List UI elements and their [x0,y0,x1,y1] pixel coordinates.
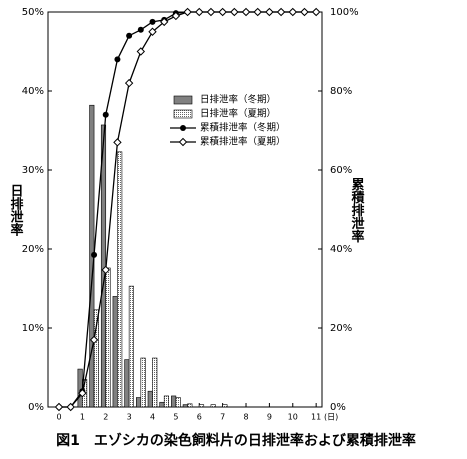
x-tick-label: 0 [56,413,61,422]
x-tick-label: 4 [150,413,155,422]
y-tick-label: 20% [22,244,44,255]
line-marker [54,402,64,412]
x-tick-label: 11 [311,413,321,422]
bar [136,397,142,408]
caption: 図1 エゾシカの染色飼料片の日排泄率および累積排泄率 [56,432,416,449]
bar [159,401,165,408]
y2-tick-label: 0% [330,402,346,413]
bar [171,395,177,408]
y-tick-label: 0% [28,402,44,413]
y-tick-label: 40% [22,86,44,97]
line-marker [78,388,87,398]
bar [187,403,193,408]
y2-tick-label: 80% [330,86,352,97]
y2-axis-label: 累積排泄率 [349,177,366,244]
x-unit: (日) [324,413,338,422]
line-marker [124,78,134,88]
x-tick-label: 8 [243,413,248,422]
bar [222,404,228,408]
y2-tick-label: 60% [330,165,352,176]
line-marker [126,32,133,39]
line-marker [149,18,156,25]
bar [210,404,216,408]
line-marker [148,27,157,36]
bar [182,404,188,408]
bar [112,296,118,408]
legend-swatch [173,95,193,105]
line-marker [91,251,98,258]
legend-marker [180,125,186,131]
line-marker [89,335,99,345]
line-marker [183,7,192,17]
line-marker [195,7,204,17]
x-tick-label: 6 [197,413,202,422]
bar [128,285,134,408]
y-tick-label: 50% [22,7,44,18]
bar [198,404,205,408]
line-marker [66,402,75,412]
bar [175,397,181,408]
x-tick-label: 10 [288,413,298,422]
bar [147,390,153,408]
x-tick-label: 9 [267,413,272,422]
line-marker [206,7,216,17]
legend-swatch [173,109,193,119]
y2-tick-label: 40% [330,244,352,255]
line-marker [136,47,146,56]
line-marker [311,7,321,17]
y-tick-label: 10% [22,323,44,334]
line-marker [253,7,262,17]
plot-area [47,11,323,408]
bar [163,395,169,408]
legend-label: 日排泄率（夏期） [200,108,276,120]
line-marker [114,56,121,63]
line-marker [159,17,169,27]
y2-tick-label: 20% [330,323,352,334]
legend-label: 日排泄率（冬期） [200,94,276,106]
y-tick-label: 30% [22,165,44,176]
legend-marker [178,137,188,147]
legend-label: 累積排泄率（夏期） [200,136,286,148]
line-marker [101,265,110,275]
bar [105,267,111,408]
x-tick-label: 2 [103,413,108,422]
bar [152,357,158,408]
bar [77,368,83,408]
line-marker [230,7,239,17]
line-marker [218,7,227,17]
line-marker [241,7,251,17]
y2-tick-label: 100% [330,7,359,18]
x-tick-label: 7 [220,413,225,422]
x-tick-label: 3 [127,413,132,422]
line-marker [276,7,286,17]
line-marker [171,11,181,21]
bar [93,309,99,408]
bar [117,151,123,408]
bar [140,357,146,408]
bar [124,359,130,408]
line-marker [102,111,109,118]
line-marker [265,7,274,17]
x-tick-label: 5 [173,413,178,422]
line-marker [288,7,297,17]
line-marker [300,7,309,17]
line-marker [113,138,122,147]
y-axis-label: 日排泄率 [8,184,24,237]
legend-label: 累積排泄率（冬期） [200,122,286,134]
line-marker [137,26,144,33]
x-tick-label: 1 [80,413,85,422]
